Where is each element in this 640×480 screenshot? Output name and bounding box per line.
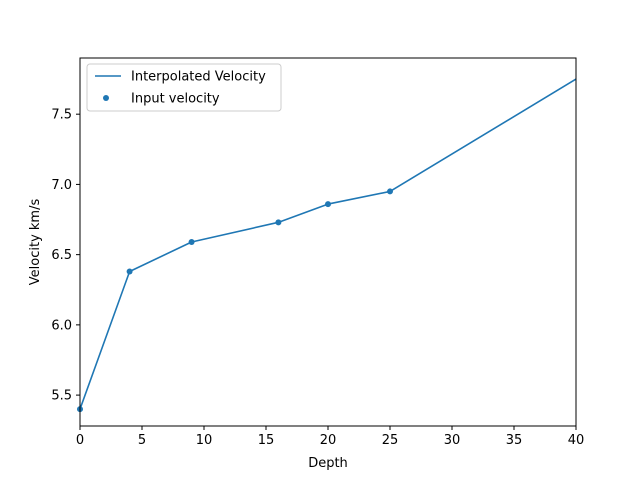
y-tick-label: 5.5 bbox=[51, 389, 72, 404]
x-axis: 0 5 10 15 20 25 30 35 40 bbox=[76, 426, 584, 448]
input-velocity-point bbox=[325, 201, 331, 208]
plot-area bbox=[77, 78, 576, 413]
interpolated-line-segment bbox=[128, 241, 193, 273]
y-tick-label: 6.5 bbox=[51, 248, 72, 263]
x-tick-label: 25 bbox=[382, 433, 399, 448]
y-tick-label: 7.0 bbox=[51, 178, 72, 193]
interpolated-line-segment bbox=[277, 203, 329, 224]
axes-frame bbox=[79, 57, 577, 427]
x-tick-label: 0 bbox=[76, 433, 84, 448]
y-tick-label: 6.0 bbox=[51, 318, 72, 333]
input-velocity-point bbox=[275, 219, 282, 226]
input-velocity-point bbox=[188, 239, 195, 245]
interpolated-line-segment bbox=[327, 190, 391, 205]
x-axis-label: Depth bbox=[308, 456, 348, 471]
legend-dot-swatch bbox=[103, 95, 109, 101]
input-points-layer bbox=[77, 188, 393, 413]
input-velocity-point bbox=[126, 268, 133, 275]
x-tick-label: 5 bbox=[138, 433, 146, 448]
legend-label-interpolated: Interpolated Velocity bbox=[131, 70, 266, 85]
legend-box bbox=[86, 63, 282, 112]
interpolated-line-segment bbox=[389, 78, 576, 193]
legend-label-input: Input velocity bbox=[131, 92, 220, 107]
x-tick-label: 15 bbox=[258, 433, 275, 448]
y-tick-label: 7.5 bbox=[51, 108, 72, 123]
x-tick-label: 20 bbox=[320, 433, 337, 448]
legend: Interpolated Velocity Input velocity bbox=[86, 63, 282, 112]
input-velocity-point bbox=[387, 188, 393, 195]
y-axis-label: Velocity km/s bbox=[28, 199, 43, 286]
interpolated-line-segment bbox=[190, 221, 280, 243]
x-tick-label: 30 bbox=[444, 433, 461, 448]
interpolated-line-segment bbox=[80, 270, 131, 410]
x-tick-label: 10 bbox=[196, 433, 213, 448]
x-tick-label: 35 bbox=[506, 433, 523, 448]
interpolated-line-layer bbox=[80, 78, 576, 410]
x-tick-label: 40 bbox=[568, 433, 585, 448]
y-axis: 5.5 6.0 6.5 7.0 7.5 bbox=[51, 108, 80, 404]
